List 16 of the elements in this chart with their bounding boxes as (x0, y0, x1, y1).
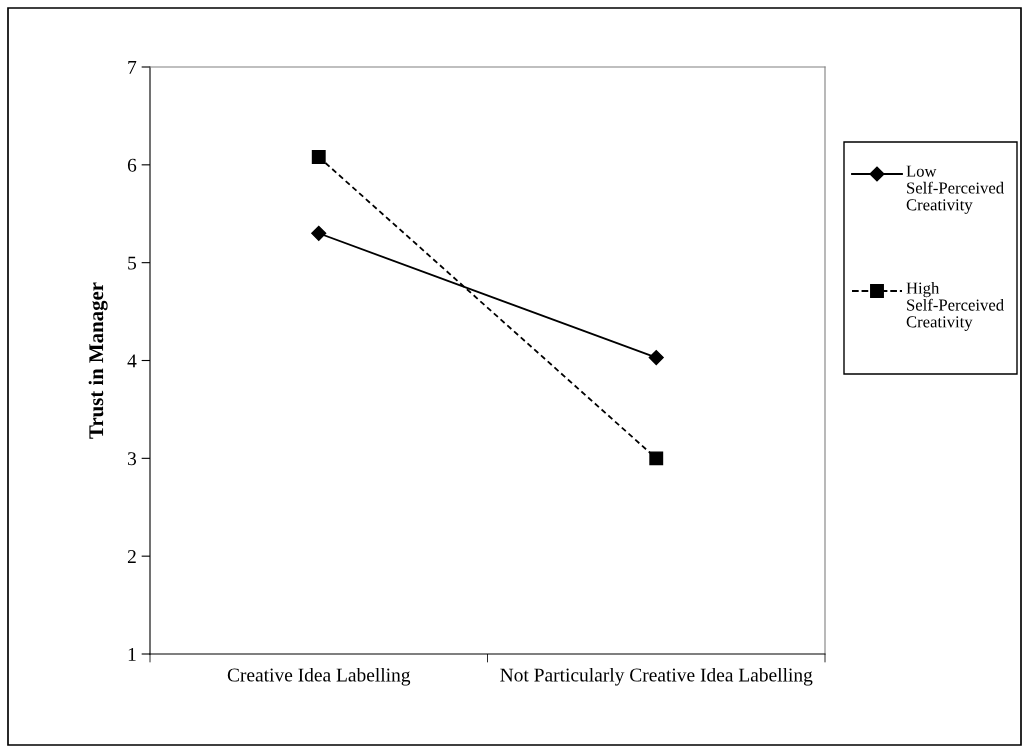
y-tick-label: 4 (127, 354, 137, 368)
point (649, 451, 664, 466)
y-tick-label: 2 (127, 550, 136, 563)
legend-label: Low Self-Perceived Creativity (906, 165, 1004, 214)
y-tick-label: 6 (127, 158, 137, 172)
point (648, 349, 664, 366)
y-tick-label: 1 (128, 647, 136, 661)
x-tick-label: Not Particularly Creative Idea Labelling (500, 667, 813, 686)
x-tick-label: Creative Idea Labelling (227, 667, 411, 686)
y-tick-label: 5 (128, 256, 137, 270)
y-tick-label: 3 (128, 452, 137, 466)
y-tick-label: 7 (128, 61, 137, 74)
point (311, 225, 327, 241)
point (311, 150, 326, 164)
y-axis-title: Trust in Manager (88, 282, 108, 439)
legend-label: High Self-Perceived Creativity (906, 282, 1004, 331)
